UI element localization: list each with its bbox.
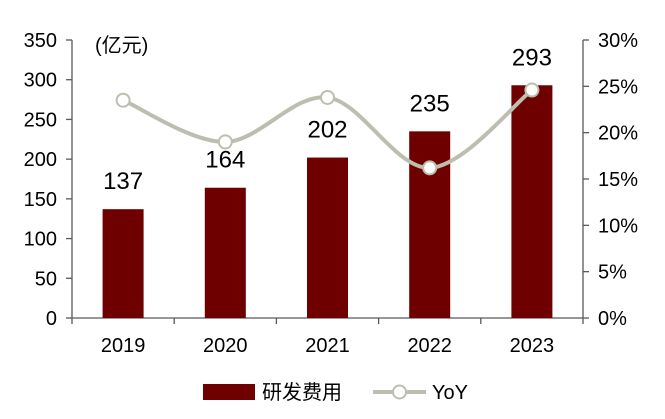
y-left-tick-label: 200: [24, 149, 57, 171]
y-left-tick-label: 300: [24, 70, 57, 92]
legend-marker-yoy: [392, 384, 407, 400]
data-labels: 137 164 202 235 293: [103, 44, 552, 195]
yoy-marker-2022: [422, 160, 438, 176]
y-right-tick-label: 10%: [598, 215, 638, 237]
yoy-marker-2020: [217, 134, 233, 150]
data-label-2020: 164: [205, 147, 245, 174]
y-left-tick-label: 0: [46, 308, 57, 330]
x-tick-label-2021: 2021: [305, 335, 350, 357]
y-right-tick-label: 5%: [598, 262, 627, 284]
y-right-tick-label: 20%: [598, 123, 638, 145]
yoy-marker-2023: [524, 82, 540, 98]
data-label-2019: 137: [103, 168, 143, 195]
y-right-tick-label: 0%: [598, 308, 627, 330]
data-label-2022: 235: [410, 90, 450, 117]
legend-label-yoy: YoY: [432, 382, 468, 404]
yoy-series: [115, 82, 540, 176]
y-left-tick-label: 250: [24, 109, 57, 131]
axes: 0 50 100 150 200 250 300 350 0% 5% 10% 15% 20% 25% 30%…: [24, 30, 639, 357]
bar-2021: [307, 157, 348, 318]
data-label-2021: 202: [307, 117, 347, 144]
legend-swatch-rd-expense: [203, 384, 255, 400]
y-left-tick-label: 50: [35, 268, 57, 290]
x-tick-label-2023: 2023: [510, 335, 555, 357]
bar-2020: [204, 187, 246, 318]
y-right-tick-label: 30%: [598, 30, 638, 52]
unit-label: (亿元): [95, 34, 148, 57]
yoy-marker-2019: [115, 92, 131, 108]
y-right-tick-label: 15%: [598, 169, 638, 191]
data-label-2023: 293: [512, 44, 552, 71]
x-tick-label-2019: 2019: [101, 335, 146, 357]
legend-label-rd-expense: 研发费用: [262, 381, 342, 404]
bar-2023: [511, 85, 553, 318]
y-left-tick-label: 350: [24, 30, 57, 52]
bar-series: [102, 85, 553, 318]
legend: 研发费用 YoY: [203, 381, 468, 404]
y-right-tick-label: 25%: [598, 76, 638, 98]
bar-2019: [102, 209, 144, 318]
yoy-marker-2021: [320, 89, 335, 105]
x-tick-label-2020: 2020: [203, 335, 248, 357]
bar-2022: [409, 131, 451, 318]
x-tick-label-2022: 2022: [407, 335, 452, 357]
y-left-tick-label: 150: [24, 189, 57, 211]
y-left-tick-label: 100: [24, 229, 57, 251]
